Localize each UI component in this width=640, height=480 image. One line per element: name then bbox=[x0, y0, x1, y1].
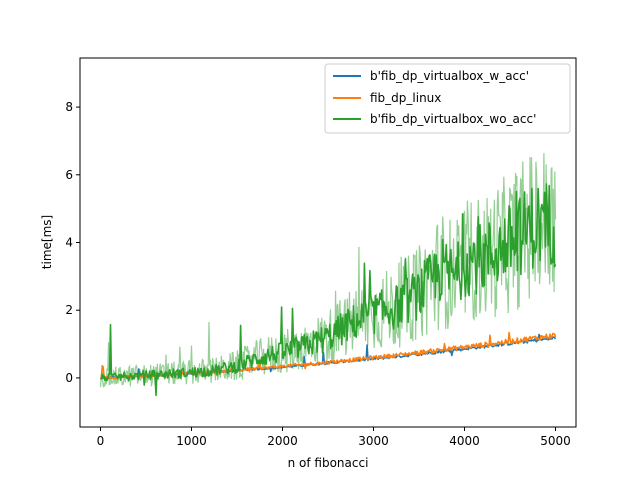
y-tick-label: 0 bbox=[65, 371, 73, 385]
x-tick-label: 0 bbox=[97, 434, 105, 448]
legend: b'fib_dp_virtualbox_w_acc' fib_dp_linux … bbox=[324, 63, 571, 134]
y-axis-label: time[ms] bbox=[40, 215, 54, 269]
legend-label-0: b'fib_dp_virtualbox_w_acc' bbox=[370, 69, 529, 83]
x-tick-label: 4000 bbox=[449, 434, 480, 448]
y-axis: 0 2 4 6 8 bbox=[65, 100, 80, 385]
x-axis: 0 1000 2000 3000 4000 5000 bbox=[97, 427, 571, 448]
legend-label-2: b'fib_dp_virtualbox_wo_acc' bbox=[370, 112, 536, 126]
series-lines bbox=[99, 183, 557, 397]
series-line-2 bbox=[100, 183, 557, 397]
x-axis-label: n of fibonacci bbox=[288, 456, 369, 470]
x-tick-label: 5000 bbox=[540, 434, 571, 448]
legend-label-1: fib_dp_linux bbox=[370, 91, 441, 105]
y-tick-label: 6 bbox=[65, 168, 73, 182]
x-tick-label: 3000 bbox=[358, 434, 389, 448]
noise-bands bbox=[99, 153, 557, 388]
y-tick-label: 4 bbox=[65, 236, 73, 250]
y-tick-label: 8 bbox=[65, 100, 73, 114]
series-noise-band bbox=[99, 153, 557, 388]
legend-box bbox=[324, 63, 571, 134]
y-tick-label: 2 bbox=[65, 303, 73, 317]
x-tick-label: 1000 bbox=[176, 434, 207, 448]
x-tick-label: 2000 bbox=[267, 434, 298, 448]
